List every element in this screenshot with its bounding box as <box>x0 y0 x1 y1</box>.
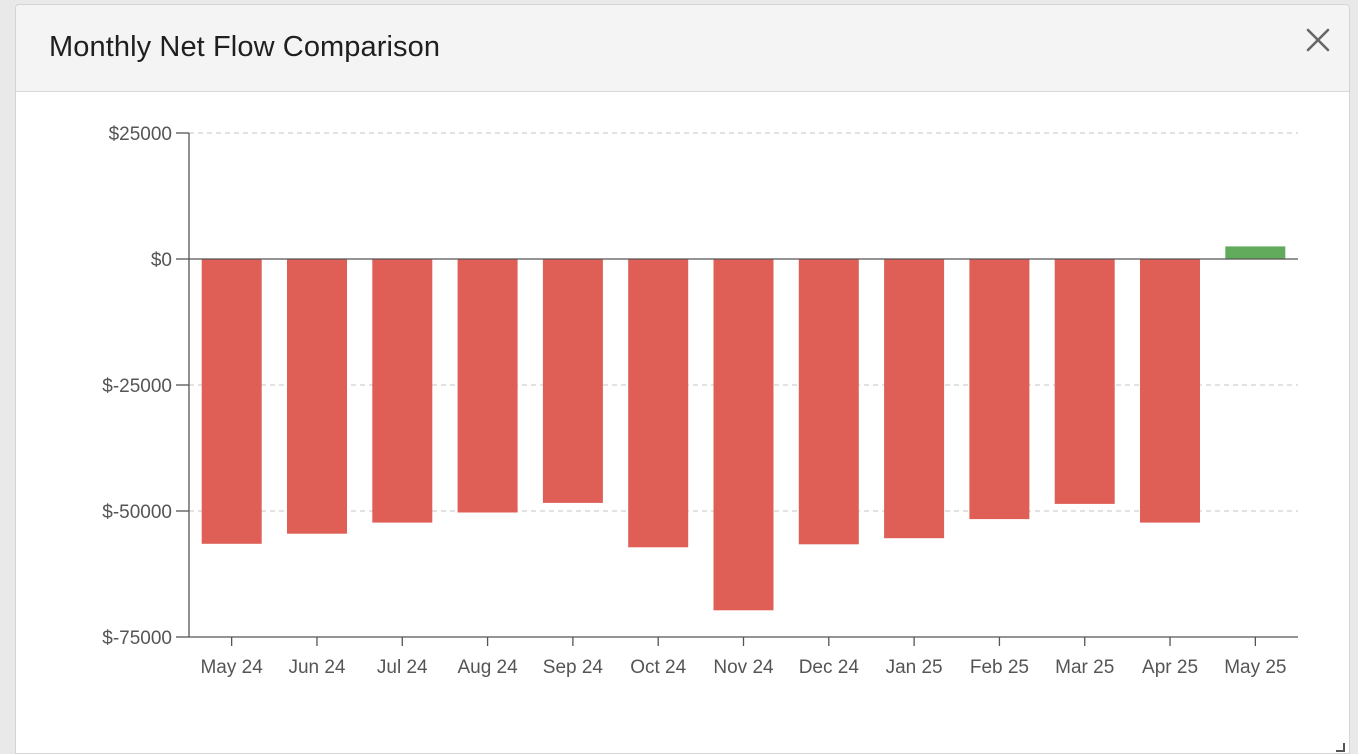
resize-handle-icon <box>1336 743 1345 752</box>
bar-chart: $25000 $0 $-25000 $-50000 $-75000 May 24 Jun 2… <box>102 124 1298 678</box>
bar-feb-25 <box>969 259 1030 520</box>
bar-may-24 <box>201 259 262 544</box>
x-tick-label: Jul 24 <box>377 657 428 678</box>
dialog-header: Monthly Net Flow Comparison <box>16 5 1349 92</box>
x-tick-label: Nov 24 <box>713 657 774 678</box>
bar-oct-24 <box>628 259 689 548</box>
x-tick-label: Mar 25 <box>1055 657 1114 678</box>
y-tick-label: $-50000 <box>102 502 172 523</box>
bar-apr-25 <box>1140 259 1200 523</box>
bar-sep-24 <box>542 259 603 503</box>
x-tick-label: Apr 25 <box>1142 657 1198 678</box>
x-tick-label: Jan 25 <box>886 657 943 678</box>
bar-aug-24 <box>457 259 518 513</box>
x-tick-label: May 25 <box>1224 657 1286 678</box>
close-icon <box>1306 28 1330 52</box>
x-tick-label: Aug 24 <box>457 657 518 678</box>
bar-nov-24 <box>713 259 774 611</box>
resize-grip[interactable] <box>1335 739 1345 752</box>
x-tick-label: Oct 24 <box>630 657 686 678</box>
bar-may-25 <box>1225 246 1286 259</box>
bar-mar-25 <box>1054 259 1115 504</box>
x-tick-label: Jun 24 <box>288 657 345 678</box>
bar-jan-25 <box>884 259 945 539</box>
y-tick-label: $-75000 <box>102 628 172 649</box>
x-tick-label: Sep 24 <box>543 657 604 678</box>
close-button[interactable] <box>1301 23 1335 57</box>
dialog-title: Monthly Net Flow Comparison <box>49 31 441 63</box>
bar-jun-24 <box>287 259 347 534</box>
y-tick-label: $-25000 <box>102 376 172 397</box>
bar-jul-24 <box>372 259 433 523</box>
x-tick-label: Dec 24 <box>799 657 860 678</box>
x-tick-label: May 24 <box>200 657 263 678</box>
bar-dec-24 <box>798 259 859 545</box>
x-tick-label: Feb 25 <box>970 657 1029 678</box>
y-tick-label: $0 <box>151 250 172 271</box>
chart-dialog: Monthly Net Flow Comparison $25000 $0 $-25… <box>15 4 1350 754</box>
y-tick-label: $25000 <box>109 124 172 145</box>
